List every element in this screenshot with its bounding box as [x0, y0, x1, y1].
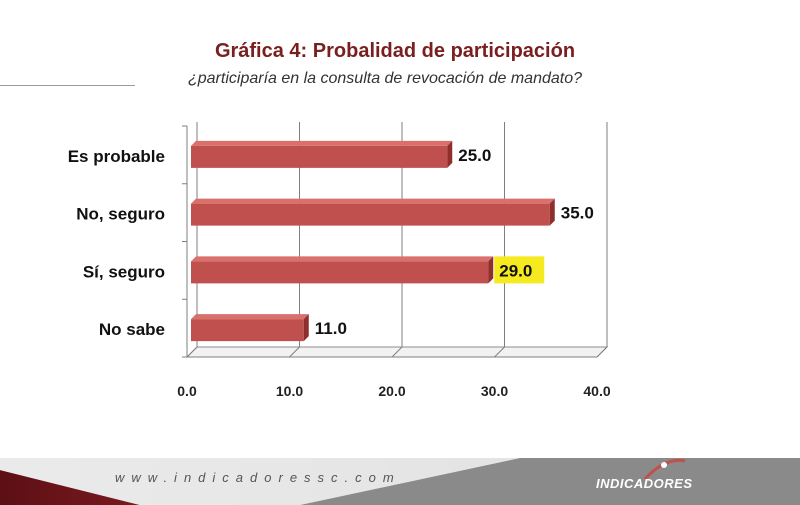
category-label: Es probable: [68, 147, 165, 166]
bar: [191, 261, 489, 284]
gridline-floor: [494, 346, 505, 358]
logo-swoosh-icon: [643, 458, 686, 481]
x-tick-label: 40.0: [583, 383, 610, 399]
subtitle-rule: [0, 85, 135, 86]
bar-top-face: [191, 314, 309, 320]
bar-chart: 0.0 10.0 20.0 30.0 40.0 Es probable 25.0 No, se…: [68, 122, 611, 399]
bar: [191, 145, 448, 168]
chart-title: Gráfica 4: Probalidad de participación: [214, 40, 576, 62]
gridline-floor: [186, 346, 198, 358]
footer-band: [0, 458, 800, 505]
bar-top-face: [191, 140, 453, 146]
x-tick-label: 10.0: [276, 383, 303, 399]
data-label-highlight: [494, 256, 545, 284]
bar-top-face: [191, 256, 494, 262]
bar-side-face: [488, 256, 494, 284]
bar-top-face: [191, 198, 555, 204]
bar: [191, 203, 550, 226]
gridline-floor: [289, 346, 300, 358]
category-label: No sabe: [99, 320, 165, 339]
x-tick-label: 30.0: [481, 383, 508, 399]
x-tick-label: 20.0: [378, 383, 405, 399]
footer-logo: INDICADORES: [596, 476, 693, 491]
bar-side-face: [447, 140, 453, 168]
data-label: 29.0: [499, 261, 532, 280]
data-label: 25.0: [458, 146, 491, 165]
category-label: Sí, seguro: [83, 262, 165, 281]
footer-url: www.indicadoressc.com: [115, 470, 401, 485]
gridline-floor: [596, 346, 608, 358]
category-label: No, seguro: [76, 205, 165, 224]
bar-side-face: [303, 314, 309, 342]
data-label: 11.0: [315, 319, 347, 338]
x-tick-label: 0.0: [177, 383, 197, 399]
bar: [191, 319, 304, 342]
bar-side-face: [549, 198, 555, 226]
chart-subtitle: ¿participaría en la consulta de revocaci…: [187, 70, 582, 87]
data-label: 35.0: [561, 204, 594, 223]
gridline-floor: [391, 346, 403, 358]
